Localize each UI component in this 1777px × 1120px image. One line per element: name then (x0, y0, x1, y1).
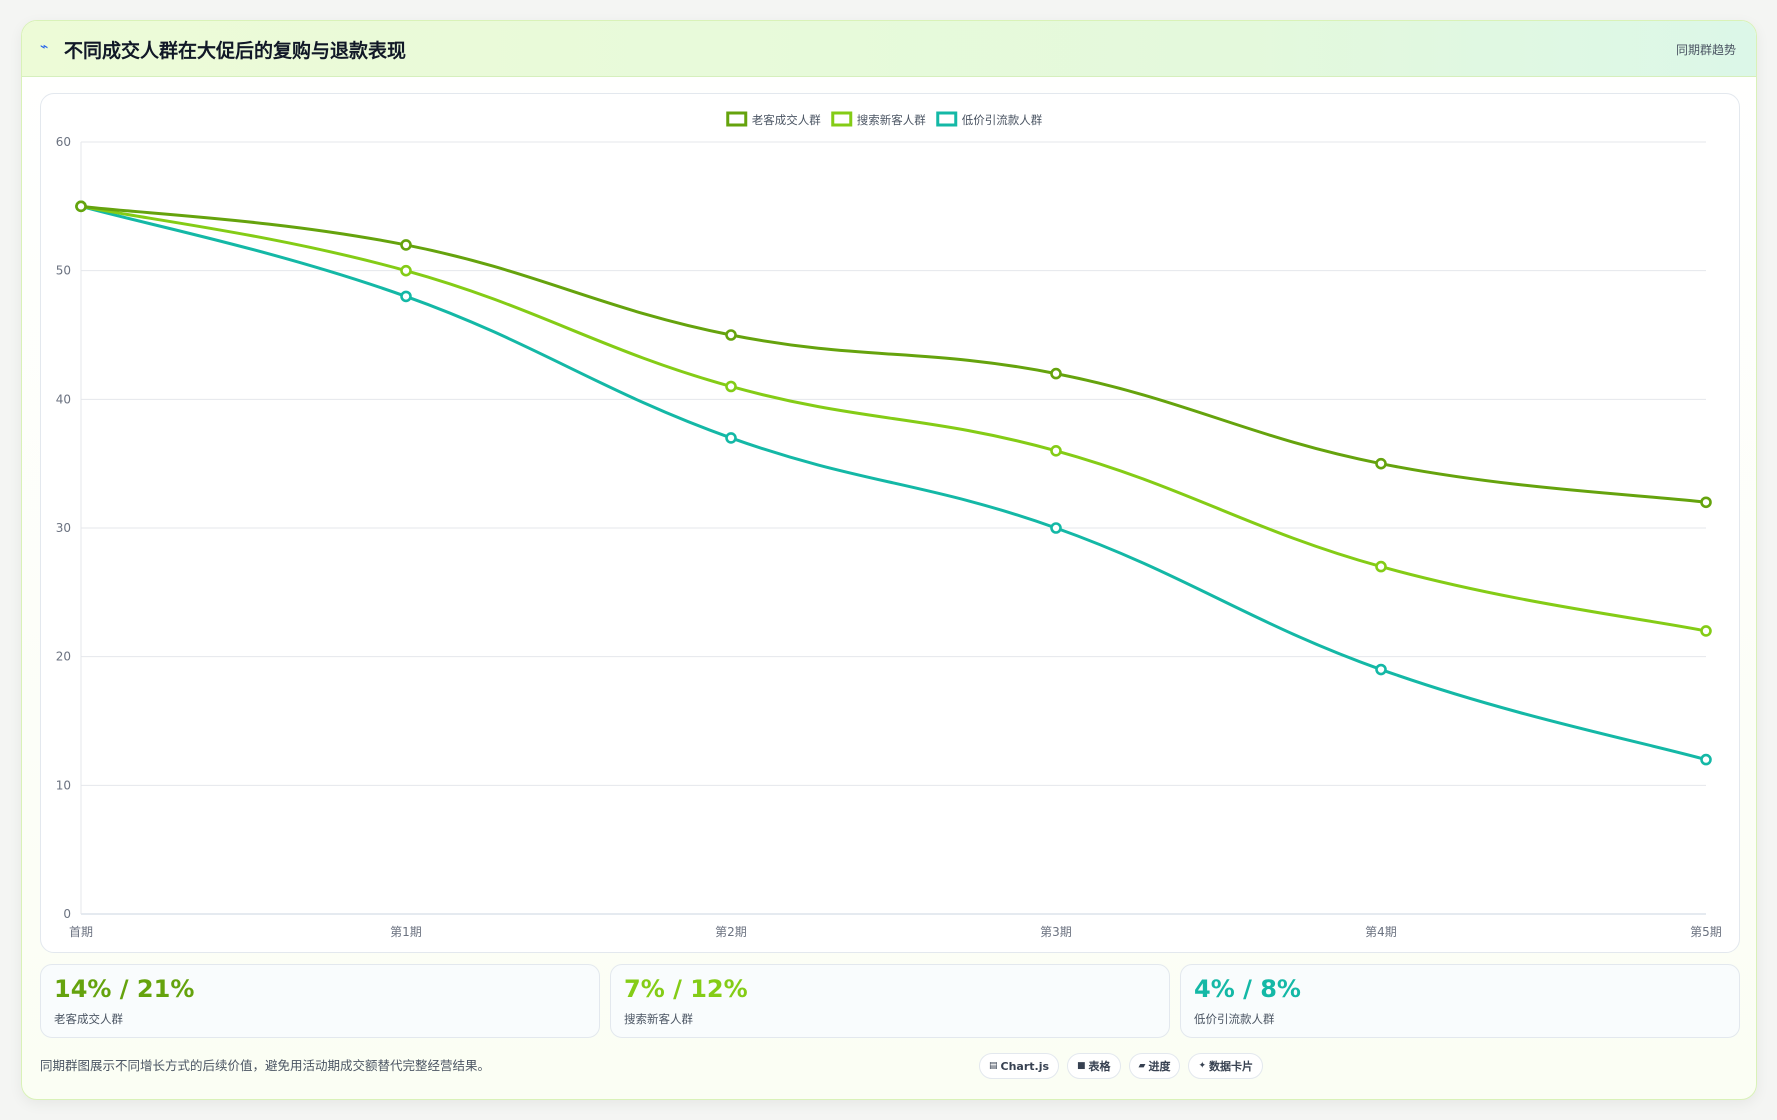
chart-panel: 0 10 20 30 40 50 60 首期 第1期 第2期 第3期 第4期 第5期 老客成交人群 搜索新客… (40, 93, 1740, 953)
data-point (402, 240, 411, 249)
table-icon: ■ (1077, 1061, 1086, 1071)
data-point (1052, 524, 1061, 533)
stat-value: 7% / 12% (624, 975, 748, 1003)
data-card-icon: ✦ (1198, 1061, 1206, 1071)
data-point (1377, 459, 1386, 468)
y-tick-label: 30 (56, 521, 71, 535)
x-tick-label: 第4期 (1365, 925, 1397, 939)
tag-label: Chart.js (1001, 1060, 1050, 1073)
stat-value: 4% / 8% (1194, 975, 1301, 1003)
stat-value: 14% / 21% (54, 975, 194, 1003)
series-line (81, 206, 1706, 759)
legend-swatch (938, 113, 956, 125)
legend-swatch (728, 113, 746, 125)
stat-card: 14% / 21% 老客成交人群 (40, 964, 600, 1038)
x-tick-label: 第3期 (1040, 925, 1072, 939)
data-point (727, 433, 736, 442)
tag-table[interactable]: ■ 表格 (1067, 1053, 1121, 1079)
tag-progress[interactable]: ▰ 进度 (1129, 1053, 1181, 1079)
y-tick-label: 20 (56, 650, 71, 664)
footnote: 同期群图展示不同增长方式的后续价值，避免用活动期成交额替代完整经营结果。 (40, 1055, 490, 1074)
legend-swatch (833, 113, 851, 125)
y-tick-label: 40 (56, 392, 71, 406)
progress-icon: ▰ (1139, 1061, 1146, 1071)
y-tick-label: 50 (56, 264, 71, 278)
data-point (1702, 498, 1711, 507)
data-point (727, 331, 736, 340)
y-tick-label: 60 (56, 135, 71, 149)
data-point (77, 202, 86, 211)
data-point (1377, 562, 1386, 571)
tag-label: 表格 (1089, 1058, 1111, 1074)
legend-label: 搜索新客人群 (857, 113, 926, 127)
x-tick-label: 第2期 (715, 925, 747, 939)
chart-card: ⌁ 不同成交人群在大促后的复购与退款表现 同期群趋势 0 10 20 30 40 50 60… (21, 20, 1757, 1100)
card-header: ⌁ 不同成交人群在大促后的复购与退款表现 同期群趋势 (22, 21, 1756, 77)
y-tick-label: 0 (63, 907, 71, 921)
data-point (1377, 665, 1386, 674)
tag-label: 数据卡片 (1209, 1058, 1253, 1074)
data-point (1052, 369, 1061, 378)
tag-chartjs[interactable]: ▤ Chart.js (979, 1053, 1059, 1079)
trend-icon: ⌁ (40, 39, 48, 55)
chart-icon: ▤ (989, 1061, 998, 1071)
data-point (1052, 446, 1061, 455)
stat-label: 低价引流款人群 (1194, 1011, 1275, 1027)
data-point (1702, 626, 1711, 635)
legend-label: 低价引流款人群 (962, 113, 1043, 127)
legend-label: 老客成交人群 (752, 113, 821, 127)
data-point (402, 292, 411, 301)
stat-cards: 14% / 21% 老客成交人群 7% / 12% 搜索新客人群 4% / 8%… (40, 964, 1740, 1038)
tag-label: 进度 (1148, 1058, 1170, 1074)
header-badge: 同期群趋势 (1676, 41, 1736, 58)
data-point (1702, 755, 1711, 764)
data-point (727, 382, 736, 391)
page-title: 不同成交人群在大促后的复购与退款表现 (64, 36, 406, 63)
line-chart: 0 10 20 30 40 50 60 首期 第1期 第2期 第3期 第4期 第5期 老客成交人群 搜索新客… (41, 94, 1741, 954)
stat-label: 搜索新客人群 (624, 1011, 693, 1027)
stat-card: 4% / 8% 低价引流款人群 (1180, 964, 1740, 1038)
y-tick-label: 10 (56, 778, 71, 792)
stat-card: 7% / 12% 搜索新客人群 (610, 964, 1170, 1038)
tag-list: ▤ Chart.js ■ 表格 ▰ 进度 ✦ 数据卡片 (979, 1053, 1263, 1079)
x-tick-label: 首期 (69, 925, 93, 939)
x-tick-label: 第1期 (390, 925, 422, 939)
x-tick-label: 第5期 (1690, 925, 1722, 939)
stat-label: 老客成交人群 (54, 1011, 123, 1027)
data-point (402, 266, 411, 275)
tag-data-card[interactable]: ✦ 数据卡片 (1188, 1053, 1263, 1079)
